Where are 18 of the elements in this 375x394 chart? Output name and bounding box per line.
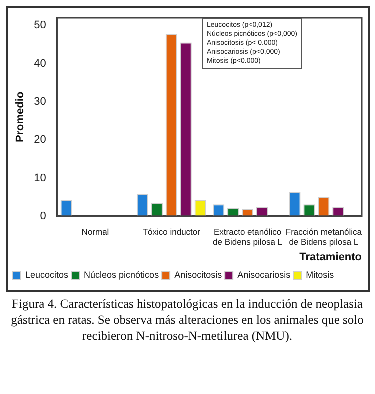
legend-label: Leucocitos (26, 270, 70, 280)
y-tick-label: 0 (40, 210, 46, 222)
y-axis-title: Promedio (14, 92, 27, 143)
text: Figura 4. Características histopatológicas en la inducción de neoplasia gástrica en ratas. Se observa más alteraciones en los animales que solo recibieron N-nitroso-N-metilurea (NMU). (10, 296, 365, 344)
y-tick-label: 10 (34, 172, 46, 184)
legend-label: Anisocariosis (238, 270, 292, 280)
legend-label: Anisocitosis (174, 270, 223, 280)
y-tick-label: 50 (34, 20, 46, 32)
x-tick-label: Normal (82, 226, 110, 237)
x-axis-title: Tratamiento (300, 251, 362, 264)
y-tick-label: 20 (34, 134, 46, 146)
x-tick-label: Tóxico inductor (142, 226, 201, 237)
x-tick-label: Fracción metanólica de Bidens pilosa L (286, 226, 362, 248)
legend-label: Núcleos picnóticos (84, 270, 160, 280)
legend-label: Mitosis (306, 270, 335, 280)
y-tick-label: 40 (34, 58, 46, 70)
x-tick-label: Extracto etanólico de Bidens pilosa L (213, 226, 283, 248)
y-tick-label: 30 (34, 96, 46, 108)
